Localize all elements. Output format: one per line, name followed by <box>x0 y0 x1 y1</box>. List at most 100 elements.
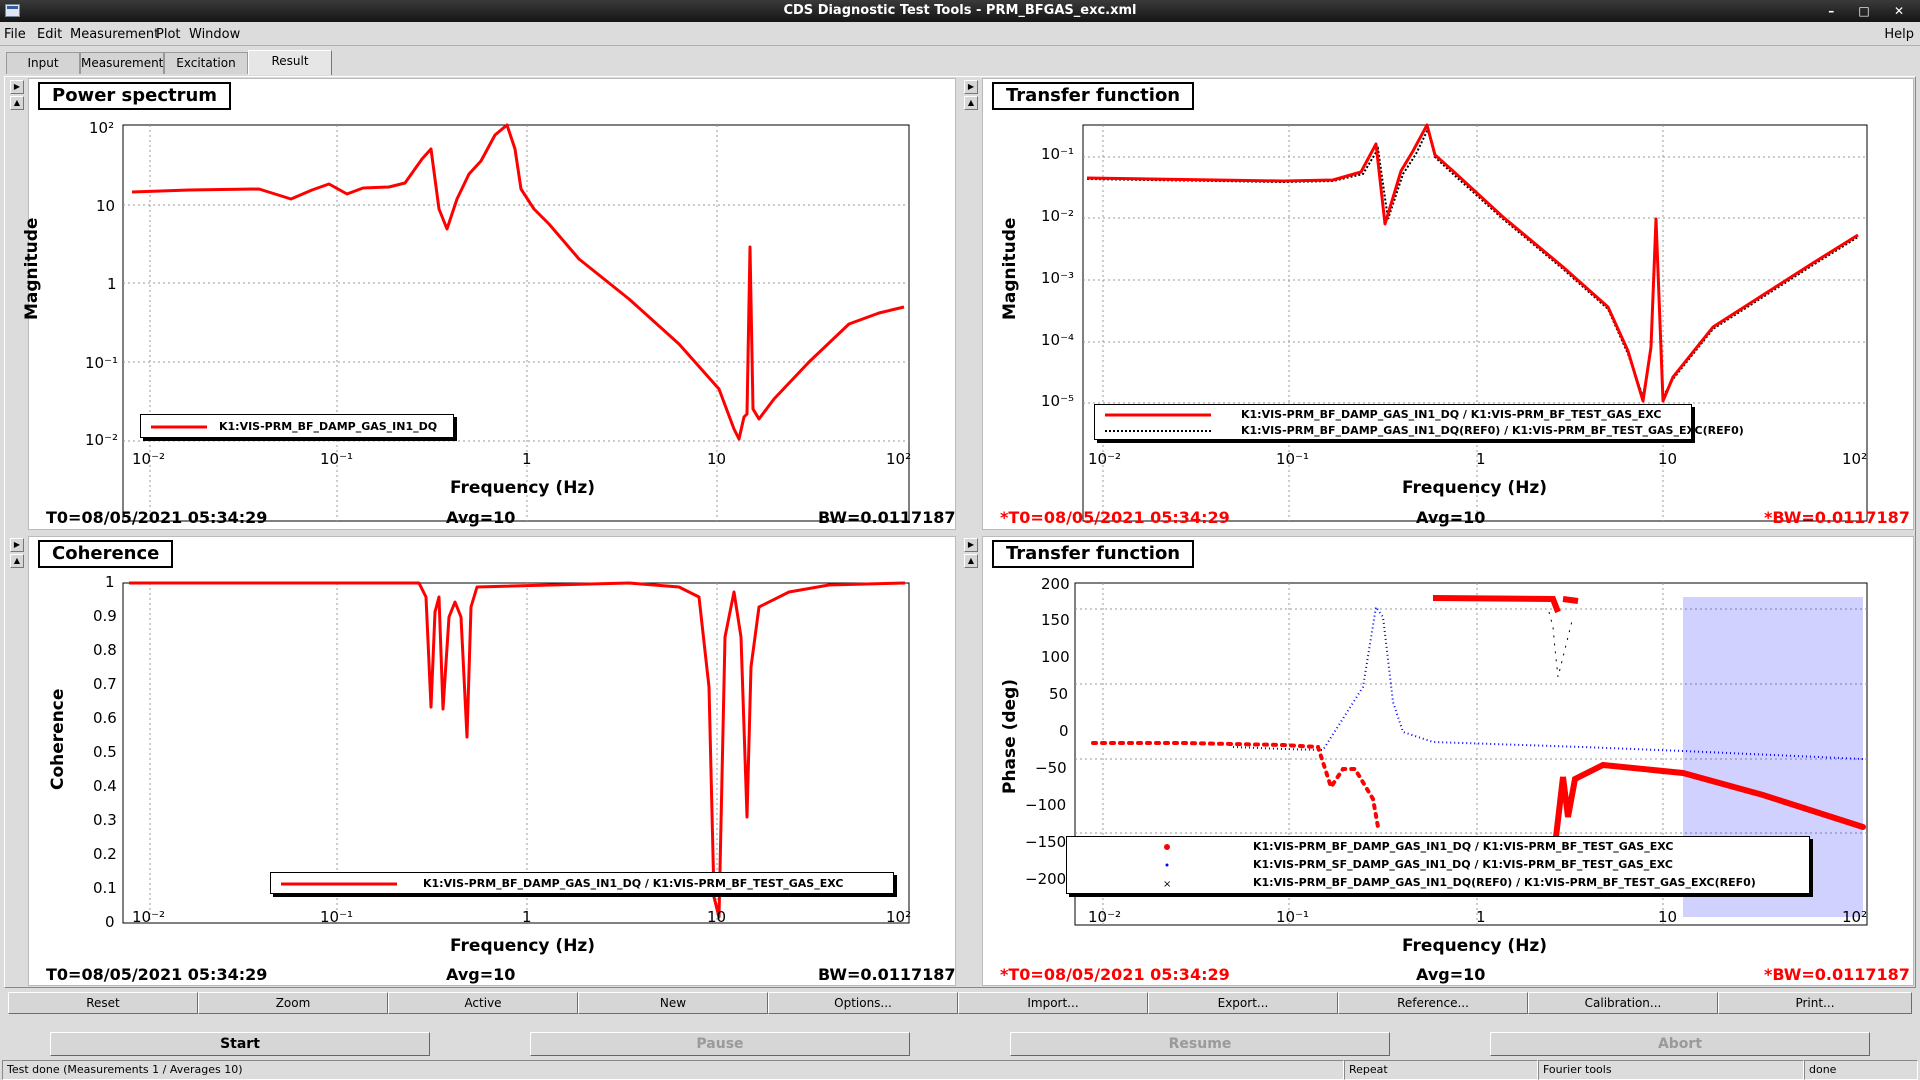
graph-transfer-phase[interactable]: 200 150 100 50 0 −50 −100 −150 −200 <box>982 536 1914 986</box>
xtick-label: 10⁻¹ <box>1276 450 1310 468</box>
xtick-label: 10² <box>886 450 912 468</box>
t0-label: *T0=08/05/2021 05:34:29 <box>1000 965 1230 984</box>
menu-file[interactable]: File <box>4 27 26 42</box>
pad-next-button[interactable]: ▶ <box>964 80 978 94</box>
trace-bf-phase-tail <box>1553 761 1866 840</box>
legend-entry: K1:VIS-PRM_BF_DAMP_GAS_IN1_DQ / K1:VIS-P… <box>1241 408 1662 421</box>
xtick-label: 1 <box>1476 908 1486 926</box>
graph-power-spectrum[interactable]: 10² 10 1 10⁻¹ 10⁻² <box>28 78 956 530</box>
active-button[interactable]: Active <box>388 992 578 1014</box>
trace-power-spectrum <box>131 123 905 441</box>
options-button[interactable]: Options... <box>768 992 958 1014</box>
y-axis-label: Coherence <box>48 688 68 790</box>
xtick-label: 10² <box>1842 908 1868 926</box>
pad-up-button[interactable]: ▲ <box>964 96 978 110</box>
tab-result[interactable]: Result <box>248 50 332 75</box>
ytick-label: 0.3 <box>93 811 117 829</box>
avg-label: Avg=10 <box>446 965 516 984</box>
tab-excitation[interactable]: Excitation <box>164 52 248 74</box>
avg-label: Avg=10 <box>1416 508 1486 527</box>
result-workarea <box>4 76 1916 988</box>
ytick-label: 0.8 <box>93 641 117 659</box>
avg-label: Avg=10 <box>1416 965 1486 984</box>
status-message: Test done (Measurements 1 / Averages 10) <box>2 1060 1344 1080</box>
ytick-label: 0.9 <box>93 607 117 625</box>
xtick-label: 10⁻¹ <box>320 908 354 926</box>
pad-up-button[interactable]: ▲ <box>10 96 24 110</box>
t0-label: T0=08/05/2021 05:34:29 <box>46 508 268 527</box>
ytick-label: 10⁻¹ <box>1041 145 1075 163</box>
ytick-label: 1 <box>107 275 117 293</box>
xtick-label: 10⁻² <box>132 450 166 468</box>
legend-entry: K1:VIS-PRM_BF_DAMP_GAS_IN1_DQ / K1:VIS-P… <box>423 877 844 890</box>
abort-button[interactable]: Abort <box>1490 1032 1870 1056</box>
xtick-label: 1 <box>1476 450 1486 468</box>
resume-button[interactable]: Resume <box>1010 1032 1390 1056</box>
zoom-button[interactable]: Zoom <box>198 992 388 1014</box>
ytick-label: 0.1 <box>93 879 117 897</box>
pause-button[interactable]: Pause <box>530 1032 910 1056</box>
xtick-label: 10² <box>1842 450 1868 468</box>
print-button[interactable]: Print... <box>1718 992 1912 1014</box>
xtick-label: 10 <box>1658 908 1678 926</box>
plot-title[interactable]: Transfer function <box>992 82 1195 110</box>
plot-title[interactable]: Power spectrum <box>38 82 232 110</box>
ytick-label: 100 <box>1041 648 1070 666</box>
status-repeat: Repeat <box>1344 1060 1538 1080</box>
tab-measurement[interactable]: Measurement <box>80 52 164 74</box>
xtick-label: 10⁻¹ <box>320 450 354 468</box>
start-button[interactable]: Start <box>50 1032 430 1056</box>
ytick-label: 1 <box>105 573 115 591</box>
import-button[interactable]: Import... <box>958 992 1148 1014</box>
t0-label: T0=08/05/2021 05:34:29 <box>46 965 268 984</box>
ytick-label: −100 <box>1025 796 1067 814</box>
y-axis-label: Magnitude <box>1000 217 1020 320</box>
ytick-label: 10 <box>96 197 116 215</box>
x-axis-label: Frequency (Hz) <box>1402 936 1548 956</box>
ytick-label: 50 <box>1049 685 1069 703</box>
reference-button[interactable]: Reference... <box>1338 992 1528 1014</box>
xtick-label: 10⁻² <box>132 908 166 926</box>
ytick-label: 10⁻¹ <box>85 354 119 372</box>
trace-ref-phase <box>1548 611 1574 678</box>
ytick-label: 10⁻² <box>85 431 119 449</box>
pad-up-button[interactable]: ▲ <box>10 554 24 568</box>
menu-edit[interactable]: Edit <box>37 27 63 42</box>
ytick-label: 10⁻² <box>1041 207 1075 225</box>
ytick-label: 0.5 <box>93 743 117 761</box>
ytick-label: 0.7 <box>93 675 117 693</box>
trace-coherence <box>129 581 906 919</box>
legend-entry: K1:VIS-PRM_BF_DAMP_GAS_IN1_DQ <box>219 420 438 433</box>
ytick-label: 200 <box>1041 575 1070 593</box>
ytick-label: 10⁻⁵ <box>1041 392 1075 410</box>
plot-title[interactable]: Transfer function <box>992 540 1195 568</box>
legend-entry: K1:VIS-PRM_BF_DAMP_GAS_IN1_DQ / K1:VIS-P… <box>1253 840 1674 853</box>
ytick-label: 10⁻⁴ <box>1041 331 1075 349</box>
new-button[interactable]: New <box>578 992 768 1014</box>
graph-coherence[interactable]: 1 0.9 0.8 0.7 0.6 0.5 0.4 0.3 0.2 0.1 0 <box>28 536 956 986</box>
graph-transfer-magnitude[interactable]: 10⁻¹ 10⁻² 10⁻³ 10⁻⁴ 10⁻⁵ <box>982 78 1914 530</box>
calibration-button[interactable]: Calibration... <box>1528 992 1718 1014</box>
status-tools: Fourier tools <box>1538 1060 1804 1080</box>
menu-plot[interactable]: Plot <box>156 27 181 42</box>
menu-window[interactable]: Window <box>189 27 241 42</box>
plot-title[interactable]: Coherence <box>38 540 174 568</box>
window-controls[interactable]: – □ ✕ <box>1828 4 1914 18</box>
pad-next-button[interactable]: ▶ <box>964 538 978 552</box>
ytick-label: −200 <box>1025 870 1067 888</box>
t0-label: *T0=08/05/2021 05:34:29 <box>1000 508 1230 527</box>
reset-button[interactable]: Reset <box>8 992 198 1014</box>
bw-label: BW=0.0117187 <box>818 965 956 984</box>
pad-next-button[interactable]: ▶ <box>10 538 24 552</box>
xtick-label: 1 <box>522 908 532 926</box>
tab-input[interactable]: Input <box>6 52 80 74</box>
ytick-label: 0.2 <box>93 845 117 863</box>
menu-help[interactable]: Help <box>1884 27 1914 42</box>
ytick-label: −50 <box>1035 759 1067 777</box>
ytick-label: −150 <box>1025 833 1067 851</box>
export-button[interactable]: Export... <box>1148 992 1338 1014</box>
menu-measurement[interactable]: Measurement <box>70 27 160 42</box>
pad-up-button[interactable]: ▲ <box>964 554 978 568</box>
pad-next-button[interactable]: ▶ <box>10 80 24 94</box>
ytick-label: 0.6 <box>93 709 117 727</box>
